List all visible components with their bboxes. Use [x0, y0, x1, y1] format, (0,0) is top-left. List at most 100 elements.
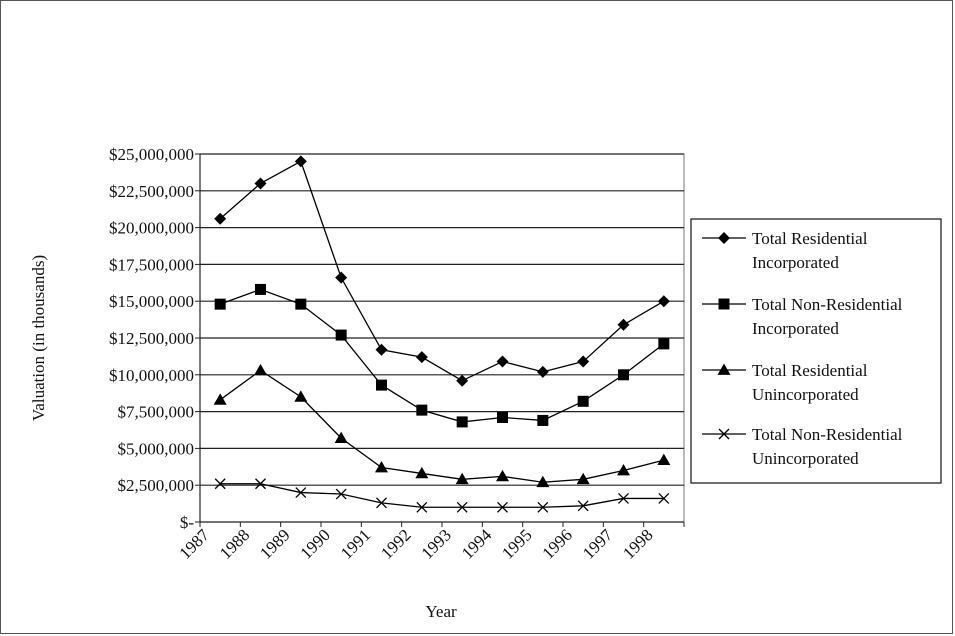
- series-group: [213, 155, 671, 513]
- x-marker-stroke: [295, 487, 307, 499]
- data-point: [618, 492, 629, 504]
- data-point: [214, 212, 227, 225]
- data-point: [657, 453, 671, 466]
- y-axis-tick-labels: $- $2,500,000 $5,000,000 $7,500,000 $10,000,…: [109, 145, 200, 532]
- series-line: [219, 288, 665, 423]
- data-point: [718, 298, 730, 310]
- series-1: [214, 155, 670, 387]
- x-marker-stroke: [497, 501, 508, 513]
- x-marker-stroke: [376, 497, 387, 509]
- data-point: [335, 329, 347, 341]
- data-point: [617, 318, 630, 331]
- series-4: [214, 478, 670, 513]
- data-point: [375, 461, 388, 473]
- legend-label: Unincorporated: [752, 385, 859, 404]
- legend-entry: Total Residential Incorporated: [702, 229, 868, 272]
- legend-label: Total Residential: [752, 229, 868, 248]
- x-marker-stroke: [718, 428, 730, 440]
- data-point: [295, 298, 307, 310]
- data-point: [577, 355, 590, 368]
- data-point: [537, 414, 549, 426]
- legend-label: Incorporated: [752, 253, 839, 272]
- y-axis-title: Valuation (in thousands): [29, 255, 48, 421]
- legend-entry: Total Non-Residential Incorporated: [702, 295, 903, 338]
- legend-entry: Total Residential Unincorporated: [702, 361, 868, 404]
- data-point: [415, 466, 429, 479]
- y-tick-label: $10,000,000: [109, 366, 194, 385]
- series-line: [219, 369, 664, 483]
- series-3: [213, 363, 671, 488]
- data-point: [214, 478, 226, 490]
- x-axis-tick-labels: 1987 1988 1989 1990 1991 1992 1993 1994 1995 1996…: [176, 522, 685, 563]
- data-point: [375, 343, 388, 356]
- data-point: [718, 428, 730, 440]
- data-point: [617, 463, 630, 476]
- data-point: [537, 501, 549, 513]
- y-tick-label: $12,500,000: [109, 329, 194, 348]
- x-axis-title: Year: [425, 602, 457, 621]
- x-tick-label: 1997: [579, 525, 617, 563]
- series-2: [214, 283, 670, 428]
- gridlines: [199, 153, 685, 523]
- data-point: [577, 395, 589, 407]
- data-point: [576, 472, 590, 485]
- data-point: [456, 501, 468, 513]
- y-tick-label: $2,500,000: [118, 476, 195, 495]
- legend-label: Total Non-Residential: [752, 425, 903, 444]
- data-point: [295, 487, 307, 499]
- data-point: [334, 431, 348, 443]
- data-point: [577, 500, 589, 512]
- y-tick-label: $15,000,000: [109, 292, 194, 311]
- y-tick-label: $22,500,000: [109, 182, 194, 201]
- data-point: [214, 298, 226, 310]
- data-point: [497, 501, 508, 513]
- data-point: [255, 478, 266, 490]
- data-point: [376, 497, 387, 509]
- data-point: [496, 469, 509, 482]
- x-tick-label: 1991: [337, 525, 374, 562]
- x-marker-stroke: [618, 492, 629, 504]
- y-tick-label: $17,500,000: [109, 255, 194, 274]
- y-tick-label: $-: [180, 513, 195, 532]
- data-point: [255, 283, 266, 295]
- data-point: [254, 363, 267, 376]
- data-point: [496, 355, 509, 368]
- legend-label: Incorporated: [752, 319, 839, 338]
- x-tick-label: 1992: [377, 525, 414, 562]
- data-point: [536, 475, 550, 488]
- data-point: [335, 488, 347, 500]
- data-point: [213, 393, 227, 405]
- data-point: [536, 365, 549, 378]
- x-marker-stroke: [335, 488, 347, 500]
- legend-entry: Total Non-Residential Unincorporated: [702, 425, 903, 468]
- data-point: [294, 390, 308, 402]
- legend-label: Total Residential: [752, 361, 868, 380]
- x-marker-stroke: [416, 501, 428, 513]
- y-tick-label: $20,000,000: [109, 219, 194, 238]
- data-point: [376, 379, 387, 391]
- data-point: [657, 295, 670, 308]
- data-point: [658, 492, 670, 504]
- x-marker-stroke: [658, 492, 670, 504]
- data-point: [658, 338, 670, 350]
- data-point: [294, 155, 307, 168]
- x-tick-label: 1998: [619, 525, 656, 562]
- legend-label: Total Non-Residential: [752, 295, 903, 314]
- y-tick-label: $25,000,000: [109, 145, 194, 164]
- x-tick-label: 1989: [256, 525, 293, 562]
- data-point: [455, 472, 469, 485]
- data-point: [254, 177, 267, 190]
- series-line: [219, 160, 665, 382]
- data-point: [497, 411, 508, 423]
- data-point: [415, 351, 428, 364]
- data-point: [618, 369, 629, 381]
- data-point: [717, 363, 731, 375]
- x-marker-stroke: [456, 501, 468, 513]
- legend-box: [690, 218, 942, 484]
- x-tick-label: 1996: [539, 525, 576, 562]
- x-tick-label: 1994: [458, 525, 496, 563]
- x-marker-stroke: [255, 478, 266, 490]
- data-point: [718, 232, 730, 244]
